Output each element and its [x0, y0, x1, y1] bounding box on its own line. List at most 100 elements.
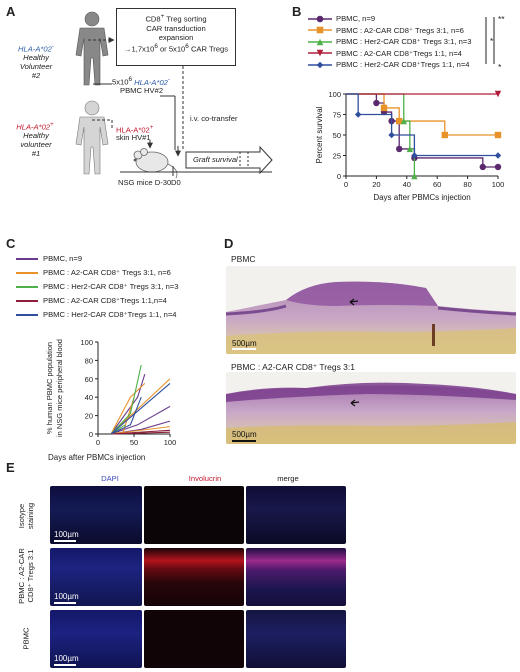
- legend-item: PBMC : Her2-CAR CD8⁺Tregs 1:1, n=4: [308, 60, 470, 69]
- image-treg-dapi: [50, 548, 142, 606]
- legend-label: PBMC : A2-CAR CD8⁺ Tregs 3:1, n=6: [336, 25, 464, 35]
- legend-item: PBMC, n=9: [16, 254, 82, 263]
- volunteer2-hla: HLA-A*02-: [18, 43, 54, 54]
- x-tick-label: 0: [344, 180, 348, 189]
- chart-marker: [494, 131, 502, 139]
- significance-2: *: [498, 62, 502, 72]
- legend-label: PBMC : A2-CAR CD8⁺ Tregs 3:1, n=6: [43, 268, 171, 277]
- legend-swatch: [16, 271, 38, 274]
- chart-marker: [441, 131, 448, 139]
- graft-survival-label: Graft survival: [193, 155, 238, 164]
- data-line: [110, 383, 146, 435]
- chart-marker: [316, 49, 324, 57]
- scale-bar: [232, 348, 256, 350]
- data-line: [110, 374, 146, 435]
- skin-hla-text: HLA-A*02+: [116, 124, 154, 135]
- legend-item: PBMC : Her2-CAR CD8⁺ Tregs 3:1, n=3: [16, 282, 178, 291]
- image-pbmc-involucrin: [144, 610, 244, 668]
- x-tick-label: 40: [403, 180, 411, 189]
- chart-marker: [373, 99, 380, 107]
- chart-marker: [406, 145, 414, 153]
- legend-swatch: [308, 61, 332, 68]
- x-tick-label: 50: [130, 438, 138, 447]
- x-tick-label: 100: [164, 438, 177, 447]
- y-tick-label: 75: [333, 111, 341, 120]
- x-tick-label: 100: [492, 180, 505, 189]
- chart-marker: [316, 61, 324, 68]
- legend-swatch: [16, 285, 38, 288]
- y-tick-label: 100: [328, 90, 341, 99]
- column-merge: merge: [277, 474, 299, 483]
- significance-0: *: [490, 36, 494, 46]
- legend-swatch: [16, 299, 38, 302]
- scale-bar: [232, 440, 256, 442]
- chart-marker: [400, 117, 407, 125]
- scale-bar: [54, 664, 76, 666]
- x-tick-label: 20: [372, 180, 380, 189]
- legend-item: PBMC : Her2-CAR CD8⁺Tregs 1:1, n=4: [16, 310, 177, 319]
- y-tick-label: 40: [85, 393, 93, 402]
- chart-marker: [396, 145, 403, 153]
- treg-protocol-box: CD8+ Treg sorting CAR transduction expan…: [116, 8, 236, 66]
- chart-marker: [396, 117, 403, 125]
- pbmc-dose-text: 5x106 HLA-A*02-: [112, 76, 171, 87]
- panel-label-b: B: [292, 4, 302, 19]
- y-tick-label: 80: [85, 356, 93, 365]
- chart-marker: [494, 163, 502, 171]
- scale-bar: [54, 540, 76, 542]
- image-pbmc-merge: [246, 610, 346, 668]
- legend-label: PBMC : Her2-CAR CD8⁺Tregs 1:1, n=4: [336, 60, 470, 69]
- volunteer1-hla: HLA-A*02+: [16, 121, 54, 132]
- chart-marker: [479, 163, 486, 171]
- chart-marker: [354, 111, 362, 118]
- pbmc-population-chart: 0 20 40 60 80 100 0 50 100 % human PBMC populatio…: [45, 338, 177, 462]
- survival-curve: [346, 93, 498, 157]
- image-treg-merge: [246, 548, 346, 606]
- legend-item: PBMC, n=9: [308, 14, 375, 23]
- significance-1: **: [498, 14, 505, 24]
- panel-d-top-label: PBMC: [231, 254, 256, 264]
- y-tick-label: 50: [333, 131, 341, 140]
- y-tick-label: 100: [80, 338, 93, 347]
- person-icon: [75, 11, 109, 86]
- legend-swatch: [16, 313, 38, 316]
- panel-label-a: A: [6, 4, 16, 19]
- person-icon: [75, 100, 109, 175]
- chart-marker: [494, 152, 502, 159]
- chart-marker: [316, 15, 324, 22]
- d0-label: D0: [171, 178, 181, 187]
- data-line: [110, 431, 171, 435]
- chart-marker: [411, 172, 418, 180]
- graft-survival-arrow: [185, 145, 273, 175]
- significance-brackets: [485, 17, 495, 64]
- scale-label-e3: 100µm: [54, 654, 79, 663]
- x-axis-label: Days after PBMCs injection: [373, 193, 470, 202]
- legend-label: PBMC : A2-CAR CD8⁺Tregs 1:1,n=4: [43, 296, 167, 305]
- panel-label-e: E: [6, 460, 15, 475]
- data-line: [110, 364, 142, 435]
- legend-swatch: [308, 38, 332, 45]
- image-isotype-dapi: [50, 486, 142, 544]
- y-tick-label: 0: [89, 430, 93, 439]
- scale-label-bottom: 500µm: [232, 430, 257, 439]
- legend-item: PBMC : A2-CAR CD8⁺ Tregs 3:1, n=6: [308, 26, 464, 35]
- volunteer2-text: Healthy Volunteer #2: [19, 53, 53, 80]
- x-axis-label: Days after PBMCs injection: [48, 453, 145, 462]
- data-line: [110, 378, 171, 435]
- x-tick-label: 80: [463, 180, 471, 189]
- data-line: [110, 382, 171, 435]
- legend-label: PBMC : A2-CAR CD8⁺Tregs 1:1, n=4: [336, 48, 462, 58]
- iv-label: i.v. co-transfer: [190, 114, 238, 123]
- chart-marker: [316, 38, 324, 45]
- svg-text:% human PBMC population: % human PBMC population: [45, 342, 54, 434]
- x-tick-label: 60: [433, 180, 441, 189]
- column-involucrin: Involucrin: [188, 474, 222, 483]
- svg-text:in NSG mice peripheral blood: in NSG mice peripheral blood: [55, 339, 64, 437]
- data-line: [110, 396, 142, 435]
- scale-bar: [54, 602, 76, 604]
- legend-swatch: [308, 15, 332, 22]
- data-line: [110, 405, 171, 435]
- legend-label: PBMC : Her2-CAR CD8⁺ Tregs 3:1, n=3: [336, 37, 472, 46]
- image-pbmc-dapi: [50, 610, 142, 668]
- legend-item: PBMC : Her2-CAR CD8⁺ Tregs 3:1, n=3: [308, 37, 471, 46]
